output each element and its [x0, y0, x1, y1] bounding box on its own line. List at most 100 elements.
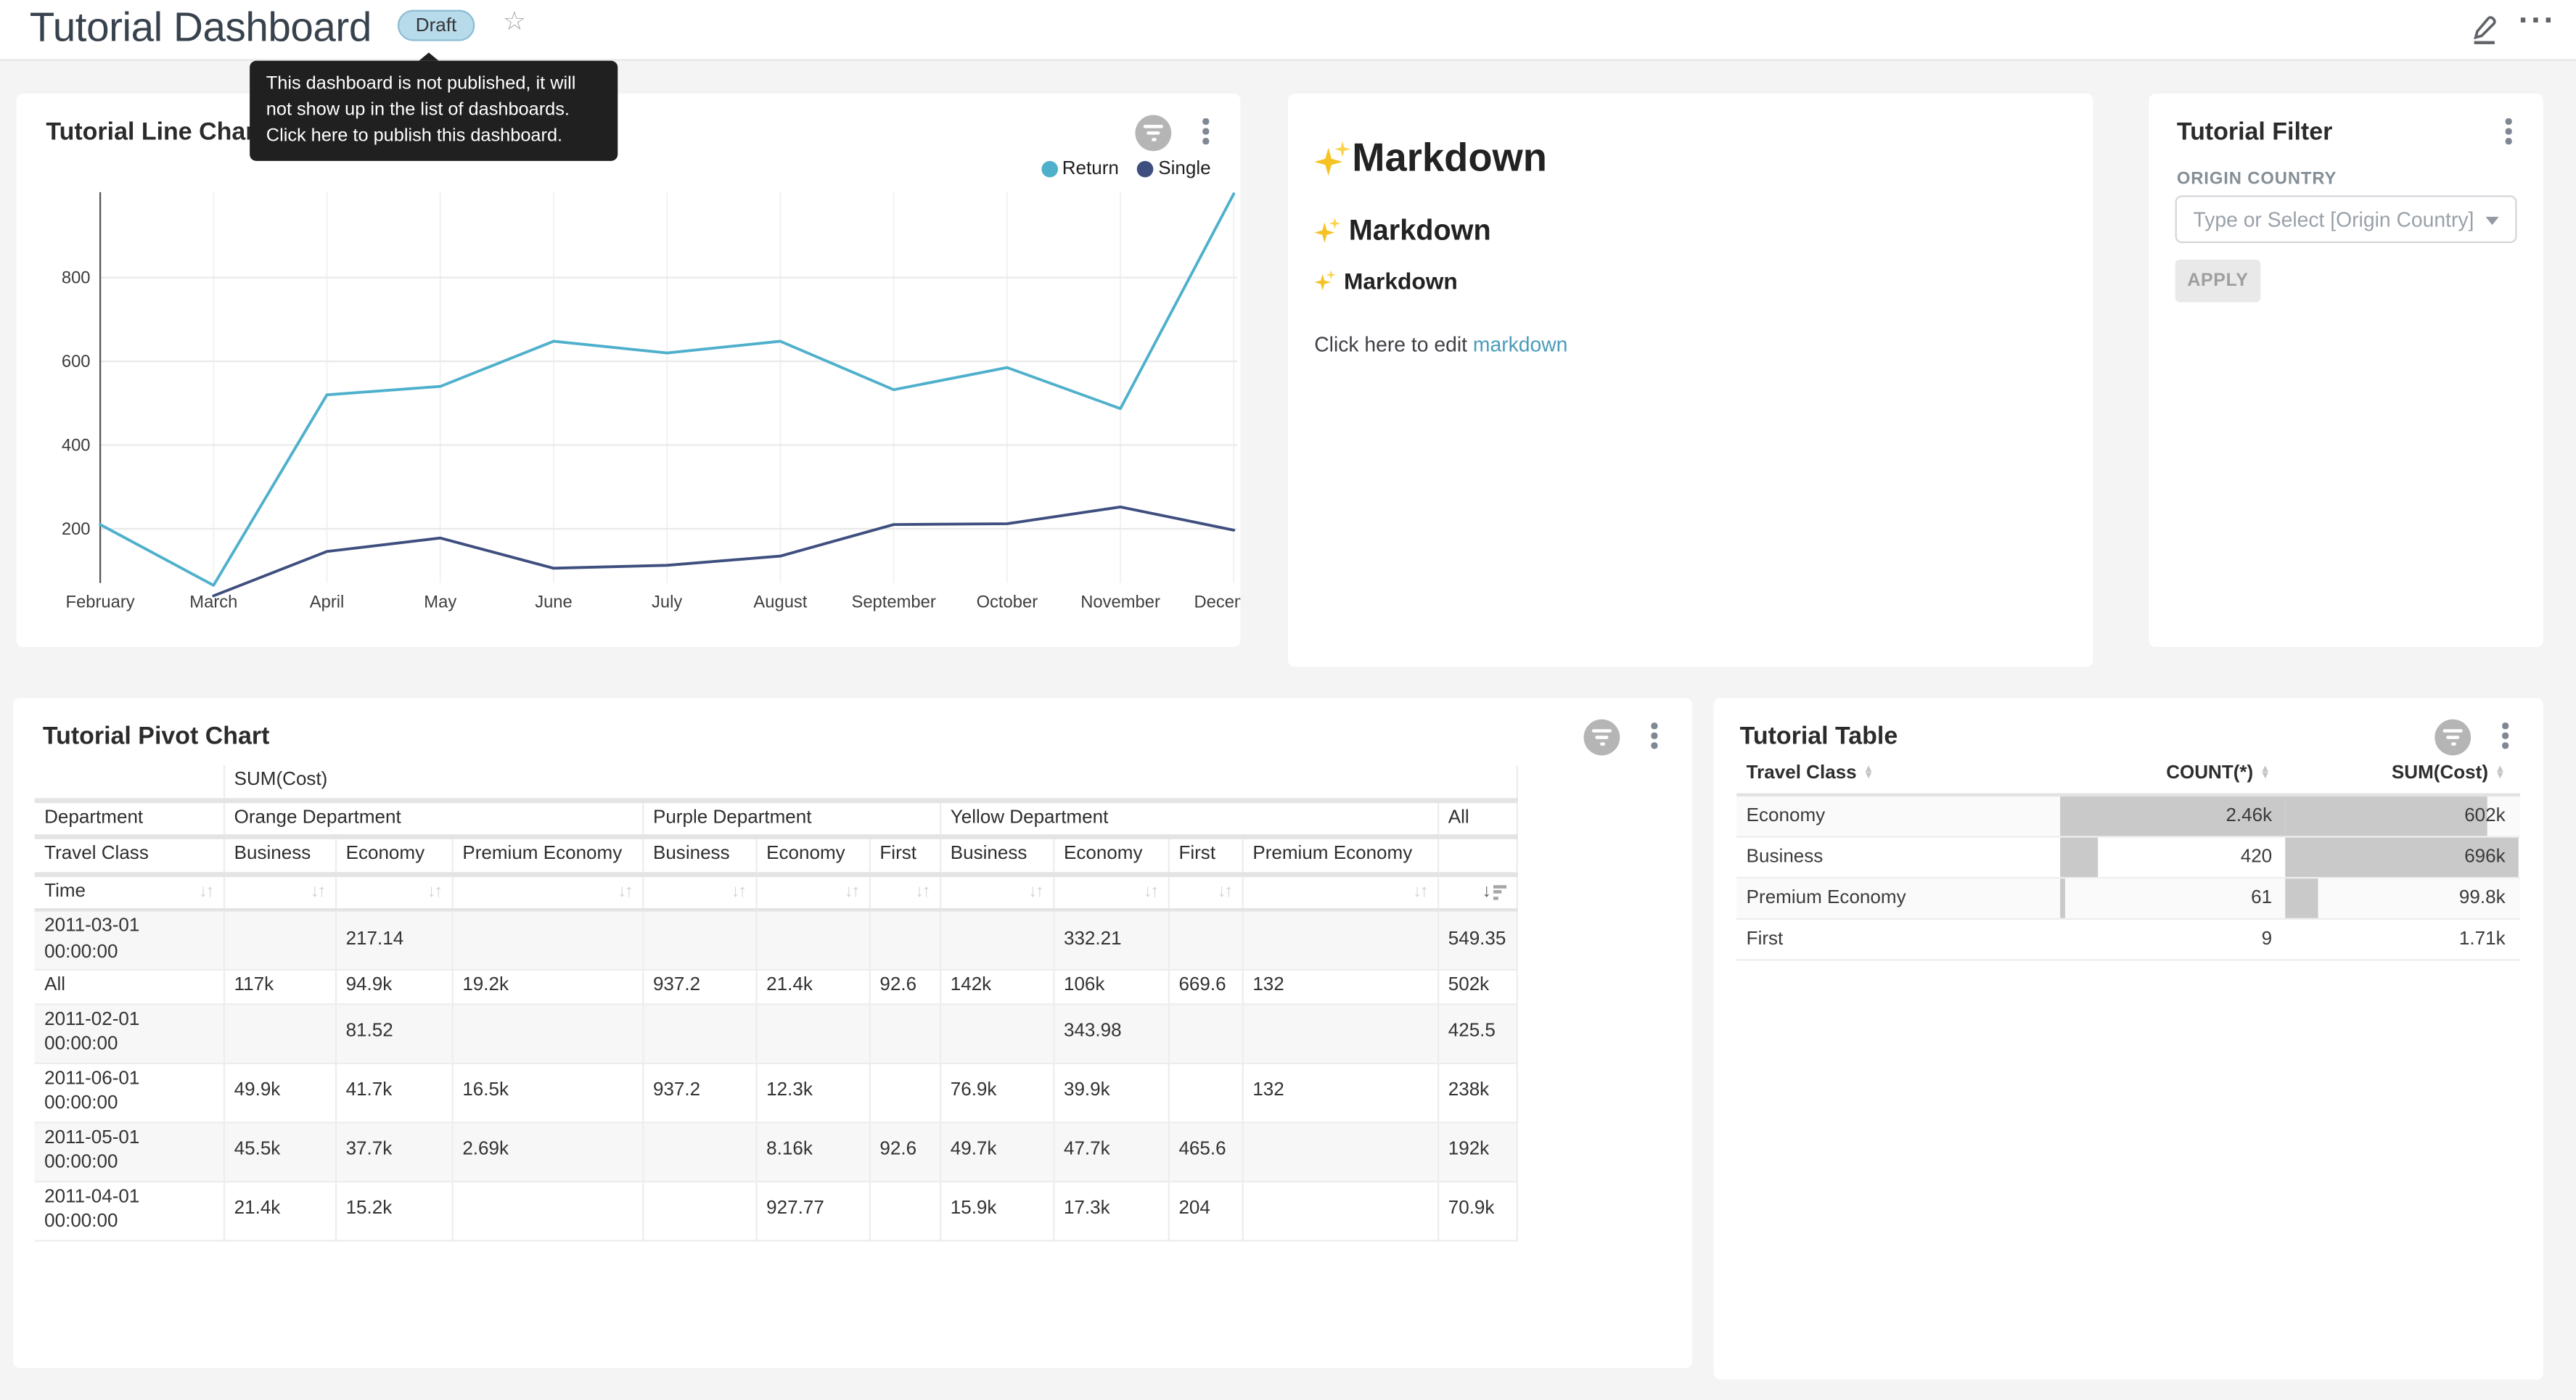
pivot-value-cell: 937.2: [642, 970, 757, 1005]
sort-icon[interactable]: ↓↑: [310, 882, 326, 902]
chart-kebab-icon[interactable]: [1194, 117, 1218, 147]
filter-kebab-icon[interactable]: [2497, 117, 2520, 147]
svg-text:October: October: [977, 593, 1038, 612]
markdown-footer: Click here to edit markdown: [1314, 333, 1568, 357]
count-cell: 9: [2261, 929, 2273, 950]
applied-filter-icon[interactable]: [2435, 719, 2472, 756]
pivot-value-cell: [451, 1181, 644, 1242]
apply-button[interactable]: APPLY: [2175, 259, 2261, 302]
sort-icon[interactable]: ↓↑: [844, 882, 860, 902]
sort-icon[interactable]: ↓↑: [427, 882, 443, 902]
pivot-cell: ↓↑: [223, 873, 336, 912]
value-bar: [2060, 837, 2099, 877]
pivot-value-cell: 669.6: [1168, 970, 1243, 1005]
origin-country-select[interactable]: Type or Select [Origin Country]: [2175, 195, 2517, 244]
sparkles-icon: [1314, 270, 1336, 291]
sort-icon[interactable]: ↓↑: [1028, 882, 1043, 902]
sort-icon[interactable]: ↓↑: [198, 882, 214, 902]
favorite-star-icon[interactable]: ☆: [502, 8, 527, 36]
pivot-cell: ↓↑: [642, 873, 757, 912]
sort-desc-active-icon[interactable]: ↓: [1482, 880, 1506, 905]
filter-card: Tutorial Filter ORIGIN COUNTRY Type or S…: [2149, 94, 2543, 648]
sparkles-icon: [1314, 217, 1341, 244]
pivot-value-cell: [869, 1003, 941, 1064]
pivot-value-cell: 343.98: [1053, 1003, 1169, 1064]
draft-badge[interactable]: Draft: [397, 9, 475, 41]
sort-icon[interactable]: ↓↑: [1413, 882, 1428, 902]
filter-card-title: Tutorial Filter: [2176, 118, 2333, 147]
table-row[interactable]: Economy 2.46k 602k: [1736, 796, 2521, 838]
sparkles-icon: [1314, 141, 1351, 178]
pivot-value-cell: 21.4k: [223, 1181, 336, 1242]
pivot-value-cell: [642, 1181, 757, 1242]
pivot-value-cell: [642, 910, 757, 971]
pivot-value-cell: [940, 910, 1054, 971]
pivot-value-cell: 937.2: [642, 1063, 757, 1123]
count-cell: 420: [2240, 847, 2273, 868]
pivot-cell: ↓↑: [1242, 873, 1439, 912]
legend-item-single[interactable]: Single: [1136, 160, 1211, 179]
header-bar: Tutorial Dashboard Draft ☆ ···: [0, 0, 2576, 61]
sort-icon[interactable]: ↓↑: [731, 882, 746, 902]
svg-text:200: 200: [62, 519, 91, 539]
pivot-group-header: Purple Department: [642, 799, 941, 839]
pivot-value-cell: 204: [1168, 1181, 1243, 1242]
pivot-group-header: Orange Department: [223, 799, 644, 839]
table-row[interactable]: Business 420 696k: [1736, 837, 2521, 879]
svg-text:April: April: [310, 593, 345, 612]
sum-cell: 602k: [2464, 806, 2506, 826]
edit-markdown-link[interactable]: markdown: [1472, 333, 1568, 357]
applied-filter-icon[interactable]: [1583, 719, 1620, 756]
pivot-cell: [34, 765, 225, 803]
pivot-value-cell: [451, 1003, 644, 1064]
pivot-value-cell: 17.3k: [1053, 1181, 1169, 1242]
single-series-dot: [1136, 160, 1154, 178]
markdown-h1: Markdown: [1314, 136, 2067, 182]
chart-legend: Return Single: [1041, 160, 1211, 179]
svg-text:400: 400: [62, 435, 91, 455]
pivot-class-header: Business: [642, 836, 757, 876]
sum-cell: 1.71k: [2458, 929, 2506, 950]
pivot-cell: ↓↑: [335, 873, 453, 912]
pivot-class-header: Economy: [335, 836, 453, 876]
value-bar: [2285, 796, 2487, 836]
column-header-count[interactable]: COUNT(*) ▲ ▼: [2166, 763, 2271, 783]
travel-class-cell: Economy: [1746, 806, 1826, 826]
sort-icon[interactable]: ↓↑: [915, 882, 930, 902]
legend-item-return[interactable]: Return: [1041, 160, 1119, 179]
pivot-value-cell: [1168, 1063, 1243, 1123]
pivot-value-cell: 94.9k: [335, 970, 453, 1005]
pivot-class-header: Economy: [755, 836, 870, 876]
table-row[interactable]: First 9 1.71k: [1736, 920, 2521, 961]
sort-icon[interactable]: ↓↑: [1217, 882, 1233, 902]
pivot-value-cell: 47.7k: [1053, 1121, 1169, 1182]
pivot-kebab-icon[interactable]: [1643, 721, 1666, 751]
pivot-group-header: All: [1437, 799, 1518, 839]
pivot-row-label: 2011-05-01 00:00:00: [34, 1121, 225, 1182]
sort-icon[interactable]: ↓↑: [618, 882, 633, 902]
pivot-value-cell: 106k: [1053, 970, 1169, 1005]
origin-country-label: ORIGIN COUNTRY: [2176, 169, 2337, 189]
pivot-card-title: Tutorial Pivot Chart: [42, 722, 270, 751]
pivot-value-cell: 117k: [223, 970, 336, 1005]
more-menu-icon[interactable]: ···: [2518, 3, 2556, 40]
pivot-value-cell: 49.7k: [940, 1121, 1054, 1182]
column-header-sum-cost[interactable]: SUM(Cost) ▲ ▼: [2391, 763, 2506, 783]
edit-dashboard-icon[interactable]: [2469, 13, 2499, 44]
applied-filter-icon[interactable]: [1135, 115, 1172, 152]
pivot-value-cell: 192k: [1437, 1121, 1518, 1182]
pivot-value-cell: [642, 1003, 757, 1064]
sort-icon[interactable]: ↓↑: [1143, 882, 1159, 902]
table-kebab-icon[interactable]: [2494, 721, 2517, 751]
pivot-value-cell: 92.6: [869, 1121, 941, 1182]
table-row[interactable]: Premium Economy 61 99.8k: [1736, 878, 2521, 920]
data-table: Travel Class ▲ ▼ COUNT(*) ▲ ▼ SUM(Cost) ▲ ▼ Ec…: [1736, 754, 2521, 961]
markdown-h3: Markdown: [1314, 268, 2067, 294]
value-bar: [2285, 878, 2319, 918]
table-card-title: Tutorial Table: [1739, 722, 1898, 751]
value-bar: [2060, 878, 2066, 918]
pivot-group-header: Yellow Department: [940, 799, 1439, 839]
pivot-value-cell: 15.9k: [940, 1181, 1054, 1242]
column-header-travel-class[interactable]: Travel Class ▲ ▼: [1746, 763, 1874, 783]
